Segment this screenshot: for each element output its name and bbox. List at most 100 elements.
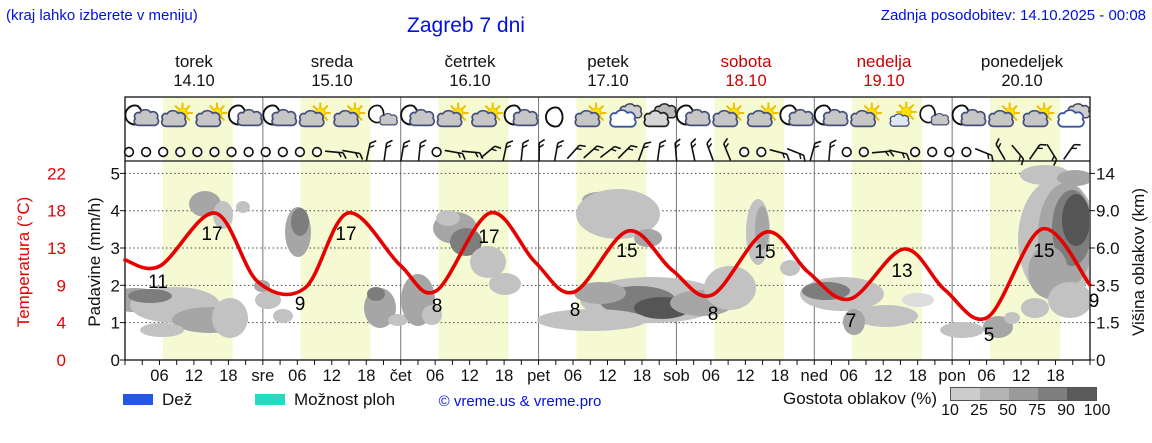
x-axis-day-abbrev: sob	[663, 367, 690, 385]
x-axis-hour-label: 18	[771, 367, 789, 385]
density-seg-100	[1067, 388, 1096, 400]
cloud-axis-tick: 9.0	[1096, 202, 1120, 221]
cloud-density-label: Gostota oblakov (%)	[782, 389, 937, 408]
wind-barb-icon	[656, 139, 667, 162]
wind-calm-icon	[841, 146, 852, 158]
cloud-blob	[1048, 282, 1089, 318]
cloud-density-gradient	[950, 387, 1097, 401]
cloud-blob	[780, 260, 800, 276]
showers-legend-label: Možnost ploh	[294, 390, 396, 409]
cloud-blob	[436, 210, 460, 226]
wind-barb-icon	[502, 140, 514, 161]
temp-value-label: 8	[708, 304, 719, 325]
wind-barb-icon	[583, 145, 604, 159]
weather-icon-sun-cloud	[298, 102, 331, 128]
temp-value-label: 15	[1033, 241, 1054, 262]
x-axis-hour-label: 06	[840, 367, 858, 385]
rain-legend-label: Dež	[162, 390, 193, 409]
cloud-blob	[843, 309, 865, 335]
wind-calm-icon	[140, 146, 152, 158]
temp-value-label: 8	[432, 296, 443, 317]
x-axis-hour-label: 06	[288, 367, 306, 385]
temp-axis-tick: 18	[47, 202, 66, 221]
x-axis-day-abbrev: sre	[251, 367, 274, 385]
weather-icon-sun-cloud	[712, 102, 745, 128]
wind-barb-icon	[599, 145, 622, 159]
weather-icon-sun-cloud-sm	[889, 101, 917, 127]
temp-value-label: 5	[984, 325, 995, 346]
weather-icon-sun-cloud	[436, 102, 469, 128]
wind-barb-icon	[444, 149, 466, 160]
weather-icon-sun-cloud	[195, 102, 228, 128]
cloud-axis-tick: 6.0	[1096, 239, 1120, 258]
cloud-blob	[367, 287, 385, 301]
wind-calm-icon	[756, 146, 767, 158]
x-axis-hour-label: 18	[357, 367, 375, 385]
wind-calm-icon	[944, 146, 955, 158]
cloud-blob	[574, 282, 626, 304]
page-title: Zagreb 7 dni	[407, 14, 525, 37]
precip-axis-tick: 2	[111, 276, 120, 295]
weather-icon-moon-cloud-sm	[919, 104, 950, 126]
weather-icon-sun-cloud	[160, 102, 194, 128]
weather-icon-moon-cloud	[400, 104, 435, 127]
temp-value-label: 17	[201, 224, 222, 245]
location-hint: (kraj lahko izberete v meniju)	[6, 7, 198, 24]
wind-calm-icon	[277, 146, 289, 158]
precip-axis-tick: 1	[111, 314, 120, 333]
wind-calm-icon	[243, 146, 254, 158]
x-axis-hour-label: 06	[426, 367, 444, 385]
cloud-blob	[1020, 165, 1070, 185]
precip-axis-tick: 3	[111, 239, 120, 258]
x-axis-hour-label: 12	[185, 367, 203, 385]
wind-calm-icon	[311, 146, 323, 158]
precip-axis-tick: 0	[111, 351, 120, 370]
wind-barb-icon	[342, 149, 364, 160]
wind-barb-icon	[325, 150, 347, 159]
copyright-link[interactable]: © vreme.us & vreme.pro	[438, 393, 602, 410]
cloud-blob	[1057, 170, 1089, 186]
day-date-ponedeljek: 20.10	[1001, 72, 1043, 90]
temp-value-label: 7	[846, 311, 857, 332]
temperature-value-labels: 11 17 9 17 8 17 8 15 8 15 7 13 5 15 9	[148, 224, 1099, 346]
wind-barb-icon	[400, 139, 411, 162]
day-name-ponedeljek: ponedeljek	[980, 52, 1064, 71]
x-axis-hour-label: 18	[908, 367, 926, 385]
temp-value-label: 9	[295, 294, 306, 315]
precip-axis-tick: 4	[111, 202, 120, 221]
cloud-axis-tick: 14	[1096, 164, 1115, 183]
weather-icon-clouds-gray	[643, 103, 677, 128]
wind-calm-icon	[192, 146, 203, 158]
x-axis-hour-label: 12	[1012, 367, 1030, 385]
temp-value-label: 9	[1089, 291, 1100, 312]
wind-barb-icon	[1046, 143, 1058, 166]
temp-value-label: 15	[754, 242, 775, 263]
density-tick-75: 75	[1028, 402, 1046, 419]
wind-barb-icon	[617, 144, 638, 159]
x-axis-hour-label: 18	[1046, 367, 1064, 385]
x-axis-hour-label: 06	[977, 367, 995, 385]
day-date-cetrtek: 16.10	[449, 72, 491, 90]
wind-barb-icon	[828, 139, 837, 162]
wind-barb-icon	[417, 139, 427, 162]
x-axis-hour-label: 12	[460, 367, 478, 385]
weather-icon-moon-cloud	[951, 104, 987, 127]
wind-barb-icon	[974, 147, 994, 162]
cloud-axis-tick: 0	[1096, 351, 1105, 370]
density-tick-10: 10	[941, 402, 959, 419]
wind-barb-icon	[723, 137, 732, 161]
cloud-blob	[704, 266, 756, 310]
wind-barbs-row	[123, 137, 1081, 166]
wind-calm-icon	[175, 146, 186, 158]
cloud-blob	[489, 273, 521, 295]
x-axis-day-abbrev: pet	[527, 367, 550, 385]
wind-barb-icon	[871, 150, 895, 157]
wind-calm-icon	[260, 146, 271, 158]
x-axis-hour-label: 06	[150, 367, 168, 385]
x-axis-hour-label: 18	[495, 367, 513, 385]
cloud-cover-areas	[126, 165, 1089, 338]
temp-value-label: 8	[570, 300, 581, 321]
wind-calm-icon	[294, 146, 306, 158]
wind-barb-icon	[690, 138, 697, 161]
